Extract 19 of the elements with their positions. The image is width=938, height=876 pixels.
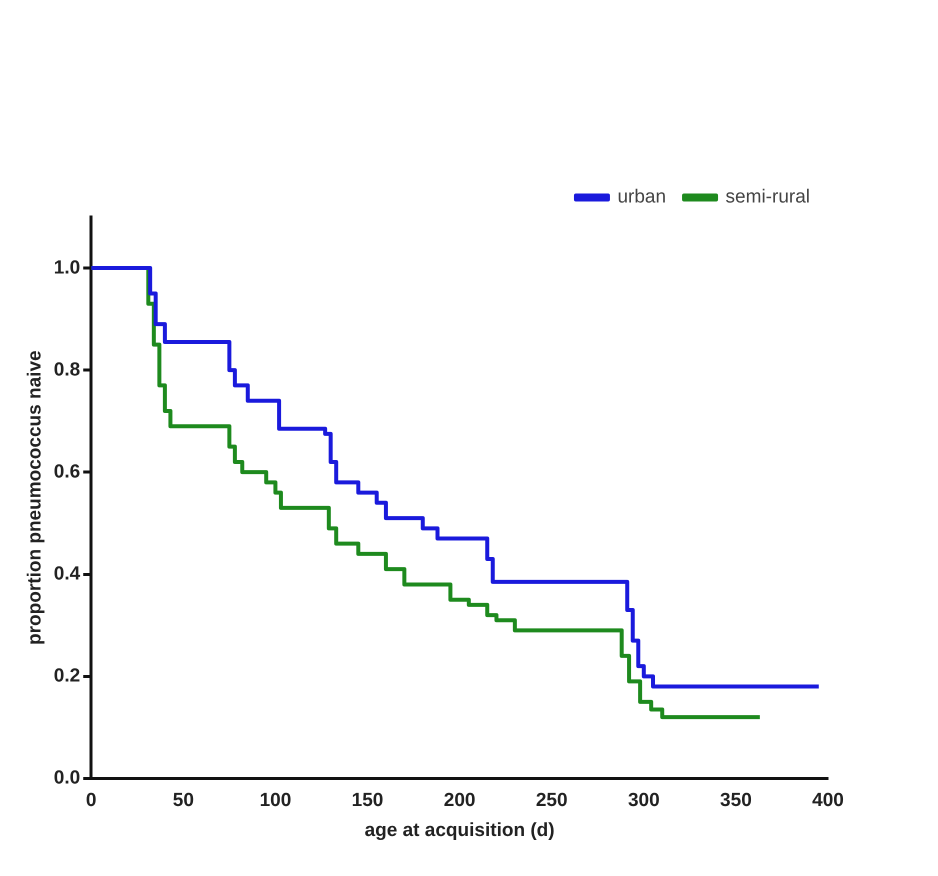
x-tick-label: 0 xyxy=(86,790,96,812)
x-axis-title: age at acquisition (d) xyxy=(364,820,555,841)
y-tick-label: 0.0 xyxy=(54,768,80,789)
x-tick-label: 100 xyxy=(260,790,292,812)
x-tick-label: 200 xyxy=(444,790,476,812)
x-tick-label: 350 xyxy=(720,790,752,812)
y-tick-label: 1.0 xyxy=(54,257,80,278)
y-tick-label: 0.4 xyxy=(54,563,81,584)
x-tick-label: 150 xyxy=(352,790,384,812)
y-tick-label: 0.6 xyxy=(54,461,80,482)
x-tick-label: 250 xyxy=(536,790,568,812)
y-tick-label: 0.2 xyxy=(54,666,80,687)
x-tick-label: 50 xyxy=(172,790,194,812)
y-axis-title: proportion pneumococcus naive xyxy=(24,350,46,645)
x-tick-label: 400 xyxy=(812,790,844,812)
legend-label: urban xyxy=(617,186,666,208)
y-tick-label: 0.8 xyxy=(54,359,80,380)
legend-label: semi-rural xyxy=(726,186,810,208)
x-tick-label: 300 xyxy=(628,790,660,812)
